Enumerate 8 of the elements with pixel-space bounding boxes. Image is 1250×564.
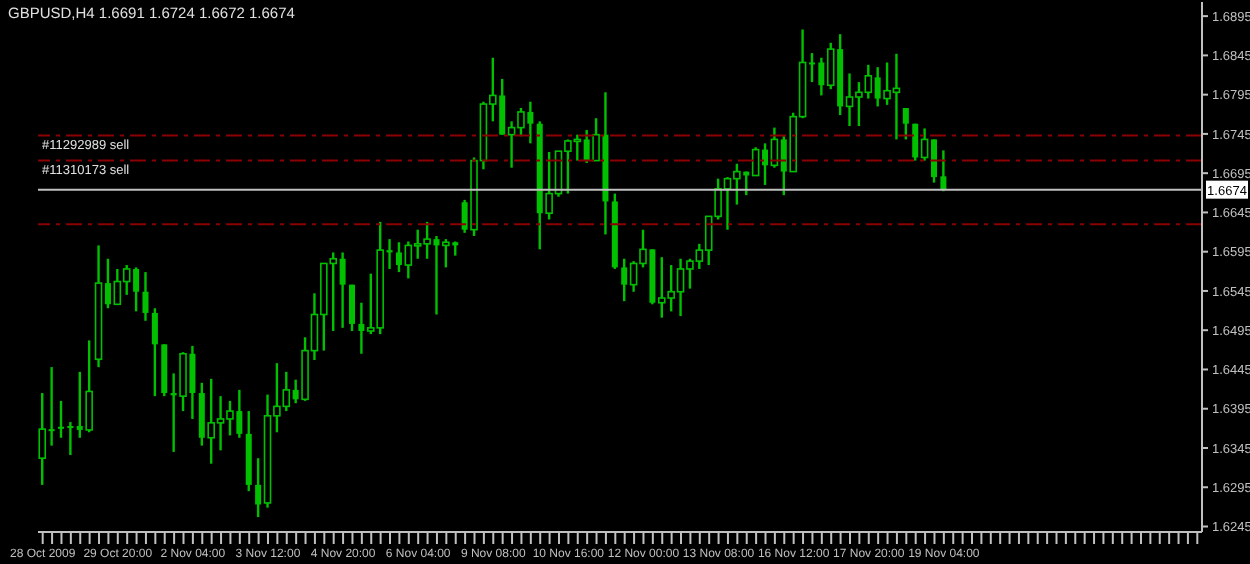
candlestick xyxy=(349,283,355,333)
candlestick xyxy=(85,339,93,434)
candlestick xyxy=(142,270,149,322)
candlestick xyxy=(902,106,909,141)
candlestick xyxy=(179,350,187,413)
candlestick xyxy=(151,307,158,398)
candlestick xyxy=(122,263,131,297)
candlestick xyxy=(38,391,47,487)
